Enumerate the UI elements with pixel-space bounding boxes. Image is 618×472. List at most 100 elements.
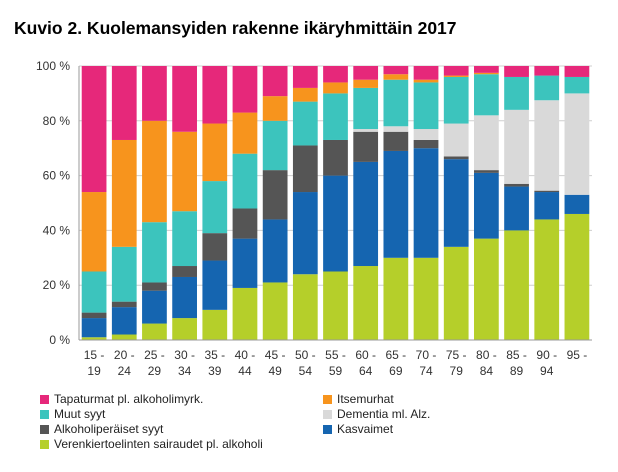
bar-segment: [323, 82, 348, 94]
bar-segment: [504, 183, 529, 187]
bar-segment: [564, 66, 590, 77]
bar-segment: [81, 312, 107, 319]
bar-segment: [292, 87, 318, 102]
legend-swatch: [323, 424, 332, 434]
legend-swatch: [40, 439, 49, 449]
bar-segment: [504, 109, 529, 184]
bar-segment: [81, 271, 107, 313]
bar-segment: [172, 318, 197, 340]
bar-segment: [353, 87, 379, 130]
y-tick-label: 20 %: [43, 278, 71, 292]
x-tick-label: 60 -: [355, 348, 376, 362]
bar-segment: [413, 129, 439, 140]
bar-segment: [383, 79, 409, 127]
x-tick-label: 40 -: [235, 348, 256, 362]
bar-segment: [142, 323, 167, 340]
x-tick-label: 89: [510, 364, 524, 378]
x-tick-label: 30 -: [174, 348, 195, 362]
y-tick-label: 60 %: [43, 169, 71, 183]
bar-segment: [353, 79, 379, 88]
bar-layer: [81, 66, 590, 340]
bar-segment: [474, 72, 499, 75]
bar-segment: [111, 301, 137, 308]
bar-segment: [353, 131, 379, 162]
bar-segment: [323, 66, 348, 83]
bar-segment: [111, 307, 137, 335]
bar-segment: [142, 282, 167, 291]
bar-segment: [172, 276, 197, 319]
bar-segment: [353, 129, 379, 132]
bar-segment: [292, 145, 318, 193]
legend-swatch: [40, 409, 49, 419]
bar-segment: [172, 211, 197, 267]
bar-segment: [232, 66, 258, 113]
bar-segment: [534, 219, 560, 340]
bar-segment: [534, 190, 560, 193]
bar-segment: [534, 66, 560, 76]
x-tick-label: 64: [359, 364, 373, 378]
bar-segment: [474, 115, 499, 171]
x-tick-label: 74: [419, 364, 433, 378]
bar-segment: [383, 74, 409, 80]
bar-segment: [443, 75, 469, 77]
y-tick-label: 0 %: [49, 333, 70, 347]
bar-segment: [413, 139, 439, 149]
legend-label: Itsemurhat: [337, 392, 394, 406]
bar-segment: [353, 66, 379, 80]
bar-segment: [353, 266, 379, 340]
x-tick-label: 19: [87, 364, 101, 378]
x-tick-label: 29: [148, 364, 162, 378]
bar-segment: [111, 334, 137, 340]
bar-segment: [564, 194, 590, 214]
x-tick-label: 45 -: [265, 348, 286, 362]
x-tick-label: 80 -: [476, 348, 497, 362]
bar-segment: [111, 66, 137, 140]
bar-segment: [142, 290, 167, 324]
x-tick-label: 39: [208, 364, 222, 378]
bar-segment: [81, 192, 107, 272]
bar-segment: [172, 266, 197, 277]
legend-item: Muut syyt: [40, 407, 105, 421]
legend-swatch: [323, 394, 332, 404]
bar-segment: [383, 66, 409, 75]
bar-segment: [413, 257, 439, 340]
x-tick-label: 50 -: [295, 348, 316, 362]
x-tick-label: 79: [450, 364, 464, 378]
bar-segment: [262, 96, 288, 121]
x-tick-label: 95 -: [567, 348, 588, 362]
bar-segment: [202, 123, 228, 182]
stacked-bar-chart: 0 % 20 % 40 % 60 % 80 % 100 % 15 - 19 20 - 24 25 -…: [36, 59, 592, 378]
x-tick-label: 59: [329, 364, 343, 378]
x-tick-label: 94: [540, 364, 554, 378]
bar-segment: [292, 101, 318, 146]
bar-segment: [142, 222, 167, 283]
bar-segment: [111, 246, 137, 302]
x-tick-label: 35 -: [204, 348, 225, 362]
bar-segment: [262, 170, 288, 220]
bar-segment: [202, 260, 228, 310]
bar-segment: [262, 66, 288, 97]
bar-segment: [443, 76, 469, 124]
bar-segment: [413, 79, 439, 83]
legend-item: Itsemurhat: [323, 392, 394, 406]
x-tick-label: 34: [178, 364, 192, 378]
bar-segment: [564, 76, 590, 94]
y-tick-label: 100 %: [36, 59, 70, 73]
bar-segment: [262, 282, 288, 340]
x-tick-label: 65 -: [386, 348, 407, 362]
bar-segment: [413, 82, 439, 130]
bar-segment: [202, 66, 228, 124]
bar-segment: [534, 75, 560, 101]
bar-segment: [474, 172, 499, 239]
bar-segment: [504, 66, 529, 77]
bar-segment: [504, 76, 529, 110]
legend-swatch: [40, 424, 49, 434]
bar-segment: [443, 66, 469, 76]
x-tick-label: 25 -: [144, 348, 165, 362]
bar-segment: [443, 123, 469, 157]
bar-segment: [81, 337, 107, 340]
bar-segment: [202, 309, 228, 340]
legend-label: Kasvaimet: [337, 422, 394, 436]
bar-segment: [443, 156, 469, 160]
bar-segment: [262, 219, 288, 283]
